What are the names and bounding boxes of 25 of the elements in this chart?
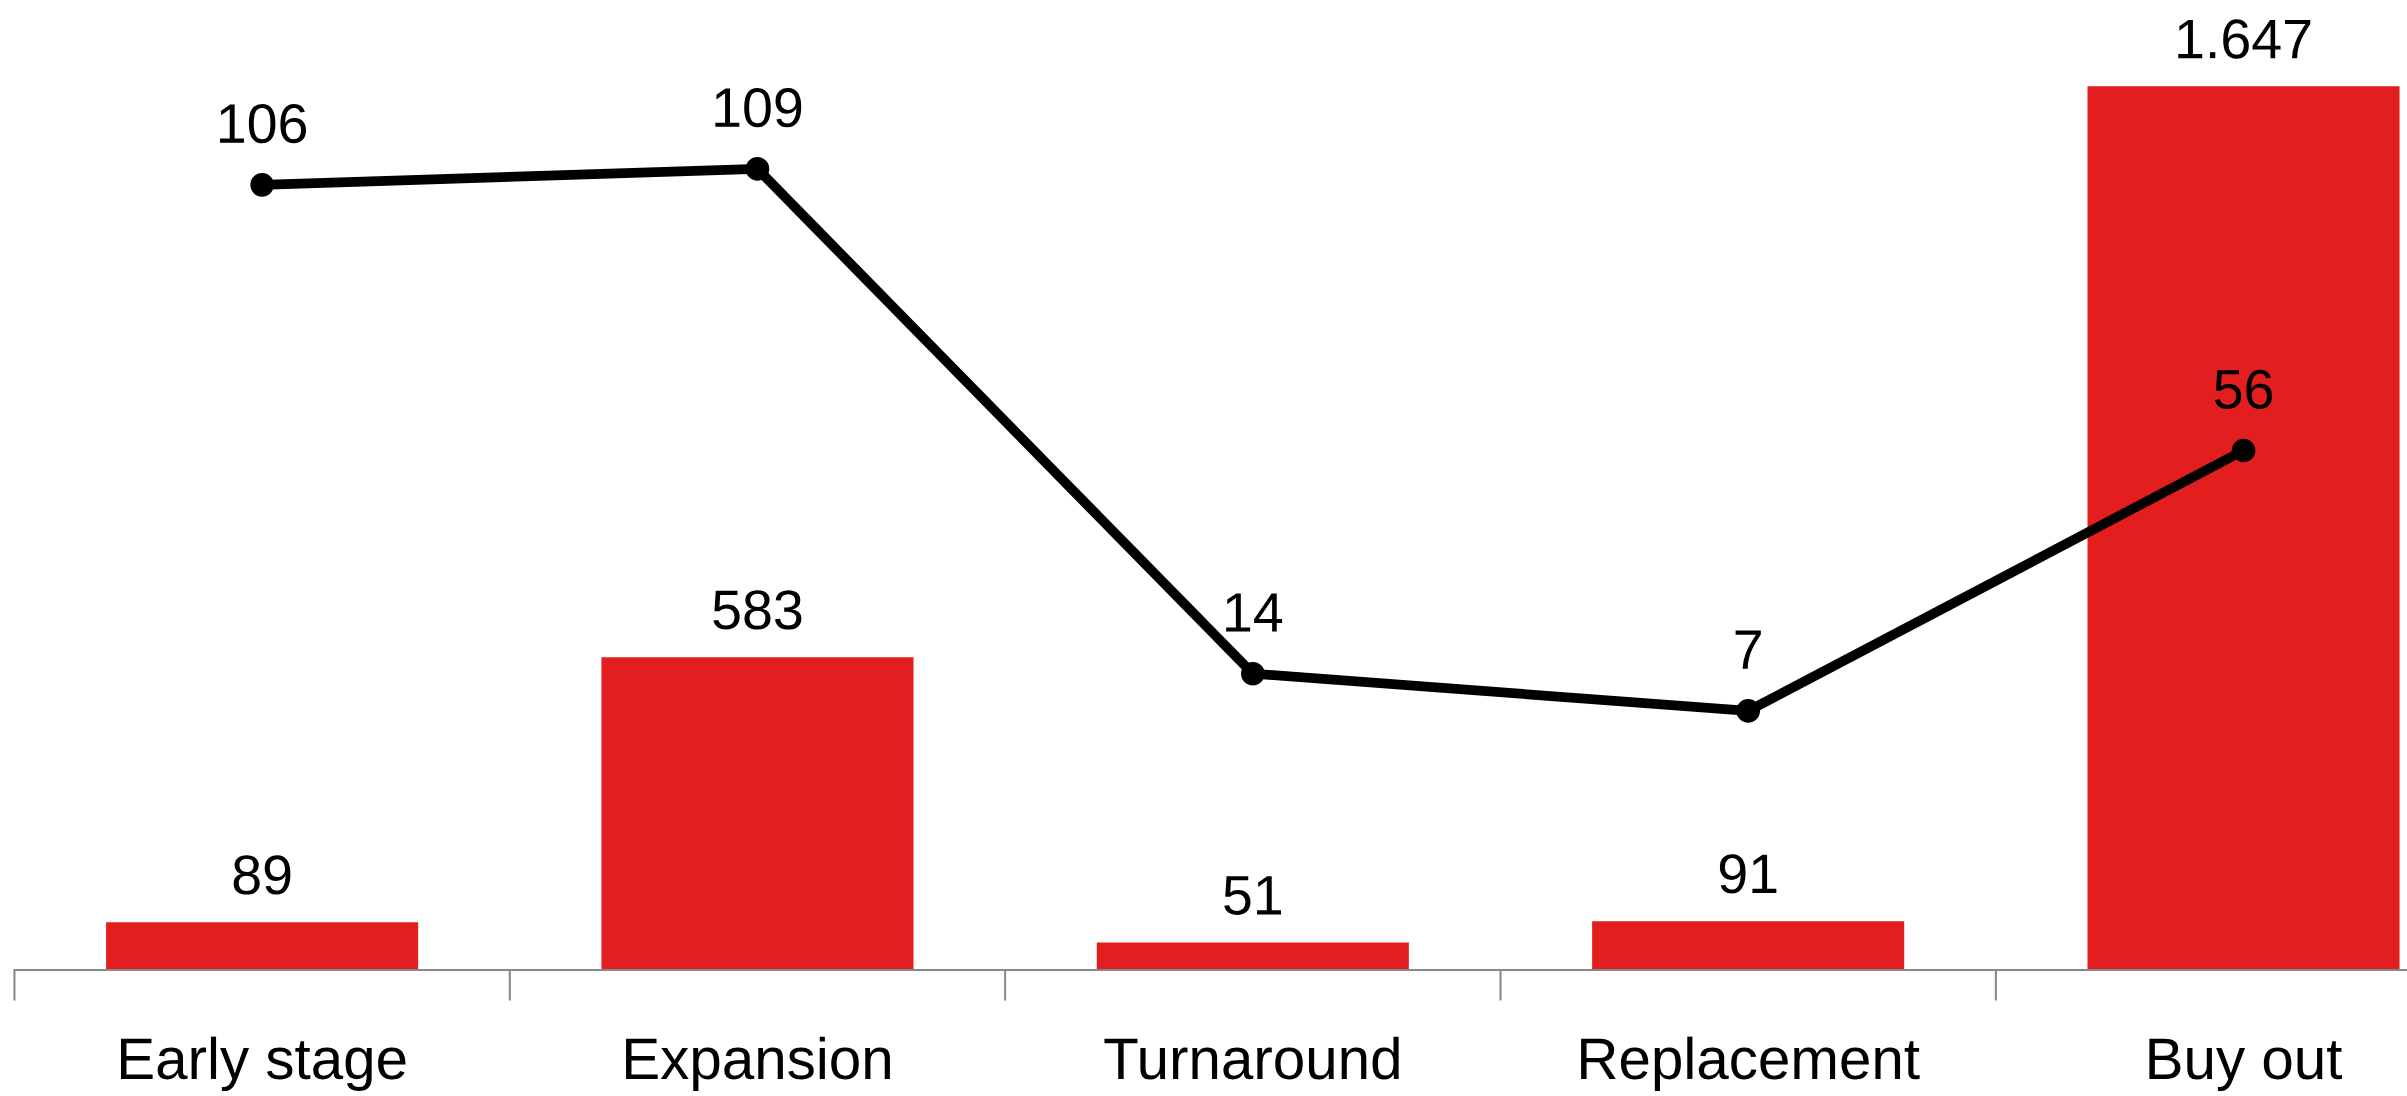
x-tick-label: Expansion xyxy=(626,1036,890,1091)
data-label: 14 xyxy=(1226,593,1283,632)
x-tick-label: Replacement xyxy=(1581,1036,1920,1091)
point xyxy=(250,173,274,197)
x-tick-label: Turnaround xyxy=(1104,1036,1399,1080)
point xyxy=(2231,438,2256,463)
bar xyxy=(601,657,914,970)
data-label: 1.647 xyxy=(2178,19,2311,59)
bar xyxy=(1096,942,1409,970)
data-label: 106 xyxy=(220,103,307,144)
point xyxy=(745,157,770,181)
point xyxy=(1241,661,1265,686)
data-label: 7 xyxy=(1735,630,1761,669)
data-label: 109 xyxy=(715,88,802,128)
bar xyxy=(2087,86,2400,970)
data-label: 56 xyxy=(2214,369,2272,409)
data-label: 91 xyxy=(1719,854,1777,894)
data-label: 51 xyxy=(1224,876,1282,915)
data-label: 89 xyxy=(233,855,291,895)
x-tick-label: Buy out xyxy=(2149,1038,2343,1091)
x-tick-label: Early stage xyxy=(121,1036,406,1091)
data-label: 583 xyxy=(713,590,802,630)
bar xyxy=(1592,921,1905,970)
bar xyxy=(106,922,419,970)
point xyxy=(1736,699,1760,723)
